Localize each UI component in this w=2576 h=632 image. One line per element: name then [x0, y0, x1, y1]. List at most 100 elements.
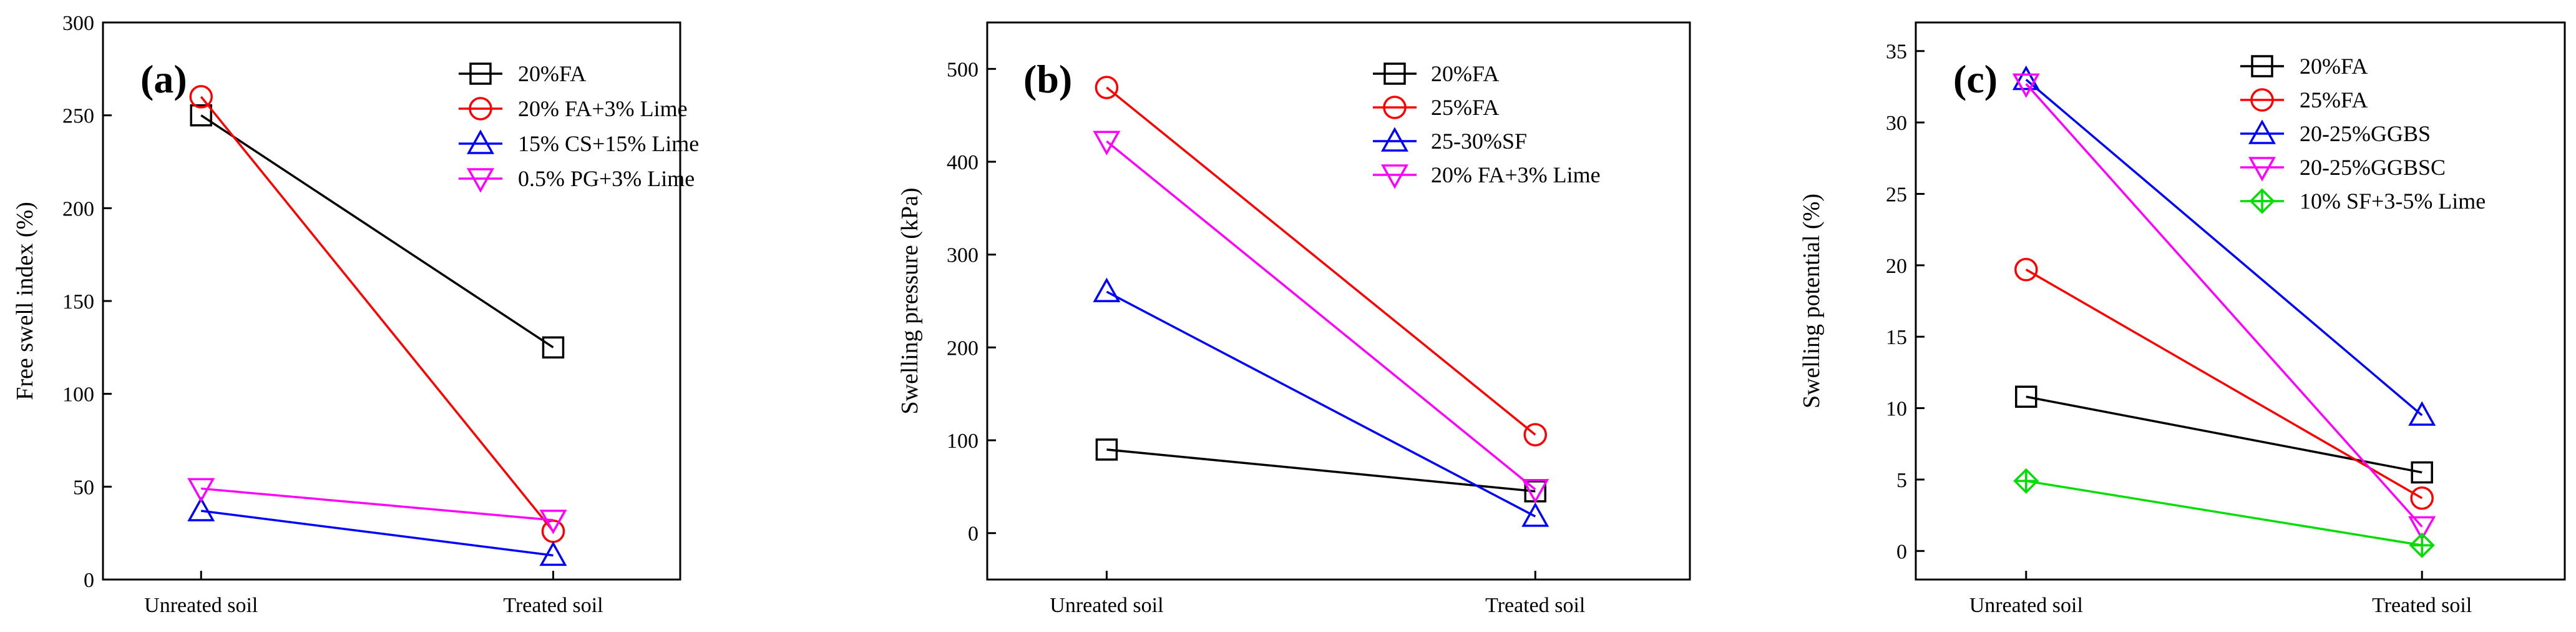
data-point	[1521, 479, 1549, 504]
legend: 20%FA 20% FA+3% Lime 15% CS+15% Lime 0.5% P…	[459, 61, 699, 193]
y-tick-label: 30	[1886, 112, 1907, 135]
y-tick-label: 0	[84, 569, 94, 592]
y-tick-label: 300	[947, 244, 978, 267]
series-20-fa	[190, 104, 565, 359]
series-line	[2025, 83, 2423, 528]
y-tick-label: 250	[62, 105, 94, 128]
data-point	[2410, 486, 2434, 510]
legend-label: 15% CS+15% Lime	[518, 131, 699, 156]
series-line	[1106, 290, 1536, 518]
legend-item-25-fa: 25%FA	[2240, 87, 2368, 112]
series-20-25-ggbs	[2012, 65, 2436, 426]
legend-marker	[2248, 119, 2276, 144]
series-25-fa	[1095, 76, 1548, 447]
data-point	[1093, 131, 1121, 156]
series-line	[2025, 79, 2423, 417]
legend-item-20-fa: 20%FA	[459, 61, 586, 86]
legend-label: 10% SF+3-5% Lime	[2300, 189, 2486, 214]
y-tick-label: 10	[1886, 398, 1907, 421]
legend-item-25-30-sf: 25-30%SF	[1373, 127, 1527, 154]
legend-item-20-fa-3-lime: 20% FA+3% Lime	[459, 96, 688, 121]
data-point	[1095, 438, 1118, 461]
legend-marker	[2250, 88, 2274, 112]
plot-frame	[1915, 21, 2566, 581]
legend: 20%FA 25%FA 25-30%SF 20% FA+3% Lime	[1373, 61, 1601, 189]
legend-label: 20-25%GGBS	[2300, 121, 2431, 146]
data-point	[2411, 461, 2433, 484]
data-point	[539, 510, 567, 535]
y-tick-label: 35	[1886, 41, 1907, 64]
series-20-fa-3-lime	[1093, 131, 1549, 504]
series-line	[2025, 269, 2423, 500]
series-line	[1106, 448, 1536, 493]
legend-label: 20%FA	[1431, 61, 1499, 86]
panel-label: (b)	[1023, 57, 1072, 101]
series-line	[1106, 140, 1536, 491]
data-point	[1095, 76, 1119, 99]
panel-label: (a)	[140, 57, 187, 101]
data-point	[189, 85, 213, 109]
data-point	[2409, 532, 2435, 558]
x-tick-label: Treated soil	[2372, 594, 2472, 617]
series-line	[2026, 480, 2422, 546]
y-axis-title: Free swell index (%)	[12, 202, 38, 400]
legend-label: 20%FA	[518, 61, 586, 86]
legend-item-10-sf-3-5-lime: 10% SF+3-5% Lime	[2240, 188, 2486, 214]
data-point	[2015, 385, 2037, 408]
series-20-fa	[1095, 438, 1547, 503]
data-point	[1523, 423, 1548, 447]
y-tick-label: 150	[62, 290, 94, 314]
data-point	[187, 478, 215, 503]
legend-marker	[2248, 157, 2276, 182]
data-point	[187, 496, 215, 521]
legend-label: 25%FA	[1431, 95, 1499, 120]
data-point	[2013, 468, 2039, 494]
y-tick-label: 500	[947, 58, 978, 81]
series-10-sf-3-5-lime	[2013, 468, 2435, 558]
data-point	[1521, 502, 1549, 527]
legend-label: 0.5% PG+3% Lime	[518, 166, 695, 191]
legend-marker	[1383, 62, 1406, 85]
series-line	[201, 510, 554, 557]
y-tick-label: 200	[947, 337, 978, 360]
legend-marker	[2249, 188, 2275, 214]
data-point	[2408, 516, 2436, 541]
legend-label: 20% FA+3% Lime	[1431, 162, 1601, 187]
legend-marker	[2251, 55, 2273, 77]
legend-label: 20% FA+3% Lime	[518, 96, 688, 121]
legend-item-20-fa: 20%FA	[1373, 61, 1499, 86]
legend-item-20-25-ggbs: 20-25%GGBS	[2240, 119, 2431, 146]
legend-marker	[469, 97, 492, 121]
legend-marker	[467, 168, 494, 193]
y-tick-label: 15	[1886, 326, 1907, 349]
y-tick-label: 100	[62, 383, 94, 407]
series-line	[200, 114, 554, 348]
legend: 20%FA 25%FA 20-25%GGBS 20-25%GGBSC 10% SF+3-…	[2240, 54, 2486, 214]
legend-label: 20%FA	[2300, 54, 2368, 79]
legend-item-20-fa-3-lime: 20% FA+3% Lime	[1373, 162, 1601, 189]
x-tick-label: Treated soil	[503, 594, 603, 617]
x-tick-label: Unreated soil	[144, 594, 258, 617]
y-tick-label: 0	[968, 523, 978, 546]
data-point	[190, 104, 212, 127]
y-tick-label: 100	[947, 430, 978, 453]
x-tick-label: Unreated soil	[1969, 594, 2083, 617]
data-point	[542, 336, 565, 359]
legend-item-20-fa: 20%FA	[2240, 54, 2368, 79]
y-tick-label: 5	[1896, 469, 1907, 492]
legend-marker	[467, 129, 494, 154]
legend-item-20-25-ggbsc: 20-25%GGBSC	[2240, 155, 2446, 182]
panel-label: (c)	[1953, 57, 1998, 101]
series-20-25-ggbsc	[2012, 73, 2436, 541]
chart-panel-1: 0 50 100 150 200 250 300 Unreated soil Treated s…	[12, 12, 699, 617]
legend-item-0-5-pg-3-lime: 0.5% PG+3% Lime	[459, 166, 695, 193]
data-point	[539, 541, 567, 566]
x-tick-label: Treated soil	[1485, 594, 1585, 617]
series-25-30-sf	[1093, 277, 1549, 527]
x-tick-label: Unreated soil	[1050, 594, 1163, 617]
series-line	[1106, 86, 1536, 436]
y-tick-label: 0	[1896, 540, 1907, 563]
legend-label: 20-25%GGBSC	[2300, 155, 2446, 180]
legend-item-25-fa: 25%FA	[1373, 95, 1499, 120]
